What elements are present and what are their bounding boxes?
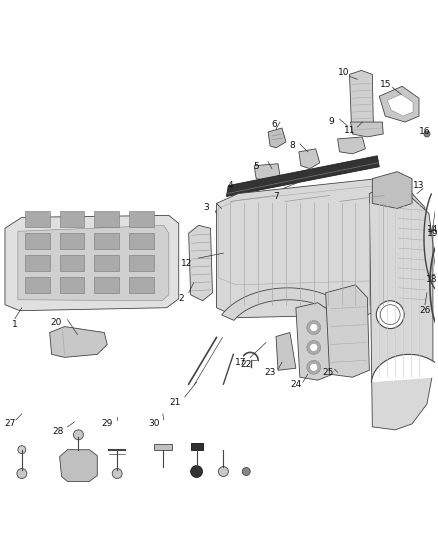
Bar <box>60 277 85 293</box>
Polygon shape <box>276 333 296 370</box>
Circle shape <box>376 301 404 328</box>
Polygon shape <box>60 450 97 481</box>
Polygon shape <box>222 288 359 326</box>
Polygon shape <box>372 172 412 208</box>
Bar <box>129 233 154 249</box>
Polygon shape <box>5 215 179 311</box>
Text: 22: 22 <box>240 360 252 369</box>
Text: 4: 4 <box>227 181 233 190</box>
Bar <box>129 277 154 293</box>
Circle shape <box>307 341 321 354</box>
Circle shape <box>424 131 430 137</box>
Circle shape <box>310 324 318 332</box>
Polygon shape <box>397 191 427 321</box>
Circle shape <box>310 343 318 351</box>
Text: 26: 26 <box>419 306 431 315</box>
Polygon shape <box>191 443 202 450</box>
Bar <box>129 255 154 271</box>
Bar <box>25 233 49 249</box>
Text: 2: 2 <box>178 294 184 303</box>
Text: 29: 29 <box>102 419 113 429</box>
Circle shape <box>307 360 321 374</box>
Polygon shape <box>216 179 397 318</box>
Circle shape <box>310 364 318 372</box>
Text: 9: 9 <box>329 117 335 126</box>
Polygon shape <box>350 122 383 137</box>
Circle shape <box>17 469 27 479</box>
Circle shape <box>18 446 26 454</box>
Circle shape <box>74 430 83 440</box>
Polygon shape <box>299 149 320 169</box>
Polygon shape <box>189 225 212 301</box>
Text: 8: 8 <box>289 141 295 150</box>
Bar <box>25 277 49 293</box>
Text: 20: 20 <box>50 318 61 327</box>
Text: 28: 28 <box>52 427 63 437</box>
Polygon shape <box>296 303 332 380</box>
Polygon shape <box>350 70 373 129</box>
Circle shape <box>112 469 122 479</box>
Text: 17: 17 <box>234 358 246 367</box>
Bar <box>129 212 154 227</box>
Text: 14: 14 <box>427 225 438 234</box>
Polygon shape <box>49 327 107 357</box>
Text: 25: 25 <box>322 368 333 377</box>
Polygon shape <box>371 354 438 382</box>
Bar <box>94 277 119 293</box>
Text: 11: 11 <box>344 126 355 135</box>
Text: 27: 27 <box>4 419 16 429</box>
Polygon shape <box>268 128 286 148</box>
Text: 7: 7 <box>273 192 279 201</box>
Polygon shape <box>369 185 433 430</box>
Bar <box>94 233 119 249</box>
Text: 30: 30 <box>148 419 159 429</box>
Polygon shape <box>326 285 369 377</box>
Polygon shape <box>237 185 260 205</box>
Text: 6: 6 <box>271 119 277 128</box>
Polygon shape <box>338 137 365 154</box>
Bar <box>25 255 49 271</box>
Polygon shape <box>18 225 169 301</box>
Circle shape <box>219 466 228 477</box>
Bar <box>25 212 49 227</box>
Text: 1: 1 <box>12 320 18 329</box>
Text: 19: 19 <box>427 229 438 238</box>
Circle shape <box>191 465 202 478</box>
Circle shape <box>380 305 400 325</box>
Text: 12: 12 <box>181 259 192 268</box>
Polygon shape <box>226 156 379 197</box>
Circle shape <box>242 467 250 475</box>
Text: 3: 3 <box>204 203 209 212</box>
Bar <box>60 255 85 271</box>
Polygon shape <box>215 204 230 217</box>
Polygon shape <box>379 86 419 122</box>
Text: 21: 21 <box>169 398 180 407</box>
Polygon shape <box>387 94 413 116</box>
Text: 24: 24 <box>290 379 301 389</box>
Bar <box>94 212 119 227</box>
Bar <box>60 212 85 227</box>
Text: 18: 18 <box>426 276 438 285</box>
Bar <box>94 255 119 271</box>
Text: 16: 16 <box>419 127 431 136</box>
Text: 10: 10 <box>338 68 349 77</box>
Text: 23: 23 <box>265 368 276 377</box>
Text: 15: 15 <box>379 80 391 89</box>
Circle shape <box>307 321 321 335</box>
Bar <box>60 233 85 249</box>
Text: 13: 13 <box>413 181 425 190</box>
Polygon shape <box>254 164 280 181</box>
Polygon shape <box>154 444 172 450</box>
Text: 5: 5 <box>253 162 259 171</box>
